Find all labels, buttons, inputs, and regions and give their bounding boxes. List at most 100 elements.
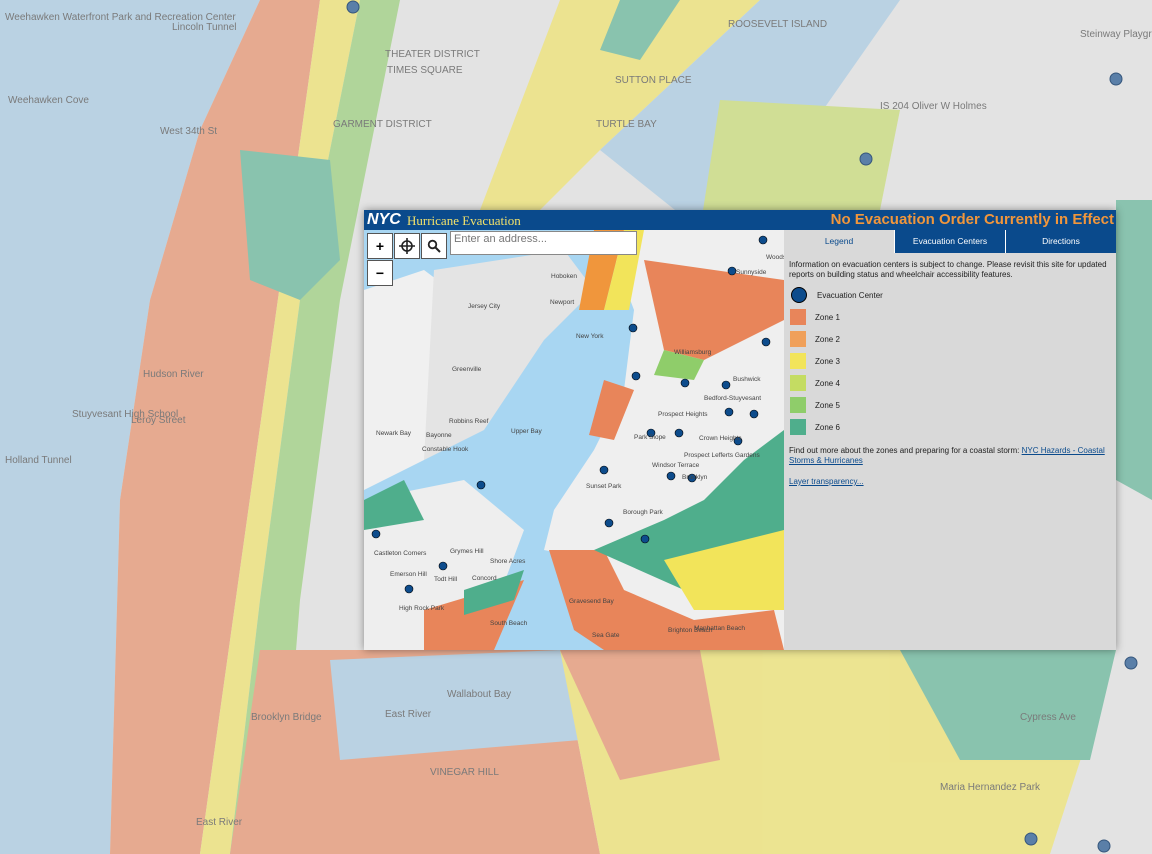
map-label: Hudson River [143,369,204,380]
map-label: Weehawken Waterfront Park and Recreation… [5,12,236,23]
map-label: Newport [550,299,574,306]
map-label: Borough Park [623,509,663,516]
map-label: West 34th St [160,126,217,137]
map-label: Grymes Hill [450,548,484,555]
legend-label: Zone 6 [815,422,840,432]
legend-item: Zone 6 [790,416,1116,438]
search-button[interactable] [421,233,447,259]
map-label: East River [385,709,432,720]
map-label: Prospect Lefferts Gardens [684,452,761,459]
legend-label: Zone 1 [815,312,840,322]
map-label: TIMES SQUARE [387,65,463,76]
inset-map[interactable]: Hoboken Jersey City Newport New York Greenvi… [364,230,784,650]
map-label: New York [576,333,604,340]
map-label: Crown Heights [699,435,742,442]
map-label: Cypress Ave [1020,712,1076,723]
tab[interactable]: Directions [1005,230,1116,253]
map-label: IS 204 Oliver W Holmes [880,101,987,112]
map-label: Sunnyside [736,269,767,276]
legend-swatch [790,353,806,369]
more-info: Find out more about the zones and prepar… [789,446,1111,466]
map-label: Brooklyn [682,474,708,481]
map-label: South Beach [490,620,528,627]
legend: Evacuation Center Zone 1 Zone 2 Zone 3 Zone … [784,284,1116,438]
address-input[interactable]: Enter an address... [450,231,637,255]
map-label: Williamsburg [674,349,712,356]
legend-swatch [790,419,806,435]
zoom-in-button[interactable]: + [367,233,393,259]
legend-item: Zone 3 [790,350,1116,372]
map-label: Prospect Heights [658,411,708,418]
logo[interactable]: NYC [367,211,401,228]
zoom-out-button[interactable]: − [367,260,393,286]
legend-item: Zone 1 [790,306,1116,328]
map-label: Castleton Corners [374,550,427,557]
map-label: Holland Tunnel [5,455,72,466]
map-label: Maria Hernandez Park [940,782,1041,793]
map-label: Sunset Park [586,483,622,490]
map-label: SUTTON PLACE [615,75,692,86]
map-label: High Rock Park [399,605,445,612]
map-label: GARMENT DISTRICT [333,119,432,130]
tab-bar: Legend Evacuation Centers Directions [784,230,1116,253]
app-title: Hurricane Evacuation [407,213,521,228]
map-label: Steinway Playground [1080,29,1152,40]
map-label: Brooklyn Bridge [251,712,322,723]
more-text: Find out more about the zones and prepar… [789,446,1020,455]
map-label: Concord [472,575,497,582]
legend-item: Zone 4 [790,372,1116,394]
map-label: Bayonne [426,432,452,439]
legend-label: Zone 2 [815,334,840,344]
map-label: Bushwick [733,376,761,383]
map-label: Stuyvesant High School [72,409,178,420]
map-label: Bedford-Stuyvesant [704,395,761,402]
map-label: Upper Bay [511,428,542,435]
map-label: Weehawken Cove [8,95,89,106]
header: NYC Hurricane Evacuation No Evacuation O… [364,210,1116,230]
legend-swatch [790,331,806,347]
map-label: Lincoln Tunnel [172,22,237,33]
map-label: VINEGAR HILL [430,767,499,778]
evacuation-widget: NYC Hurricane Evacuation No Evacuation O… [364,210,1116,650]
transparency-link[interactable]: Layer transparency... [789,477,864,486]
map-label: THEATER DISTRICT [385,49,480,60]
legend-item: Zone 5 [790,394,1116,416]
legend-label: Zone 4 [815,378,840,388]
map-label: Brighton Beach [668,627,713,634]
legend-swatch [790,397,806,413]
map-label: Windsor Terrace [652,462,700,469]
map-label: Constable Hook [422,446,469,453]
map-label: Woodside [766,254,784,261]
tab[interactable]: Legend [784,230,894,253]
map-label: Hoboken [551,273,577,280]
map-label: Park Slope [634,434,666,441]
map-label: East River [196,817,243,828]
map-label: Jersey City [468,303,501,310]
map-label: TURTLE BAY [596,119,657,130]
map-label: Robbins Reef [449,418,489,425]
legend-swatch [791,287,807,303]
map-label: Leroy Street [131,415,186,426]
tab[interactable]: Evacuation Centers [894,230,1005,253]
legend-swatch [790,309,806,325]
hazards-link[interactable]: NYC Hazards - Coastal Storms & Hurricane… [789,446,1105,465]
legend-swatch [790,375,806,391]
map-label: Gravesend Bay [569,598,615,605]
legend-label: Zone 3 [815,356,840,366]
map-label: ROOSEVELT ISLAND [728,19,827,30]
map-label: Todt Hill [434,576,458,583]
map-label: Emerson Hill [390,571,427,578]
map-label: Sea Gate [592,632,620,639]
map-label: Manhattan Beach [694,625,745,632]
legend-item: Zone 2 [790,328,1116,350]
map-label: Shore Acres [490,558,526,565]
info-text: Information on evacuation centers is sub… [789,260,1107,279]
map-label: Wallabout Bay [447,689,511,700]
map-label: Newark Bay [376,430,412,437]
legend-label: Evacuation Center [817,290,883,300]
locate-button[interactable] [394,233,420,259]
map-label: Greenville [452,366,482,373]
legend-item: Evacuation Center [790,284,1116,306]
